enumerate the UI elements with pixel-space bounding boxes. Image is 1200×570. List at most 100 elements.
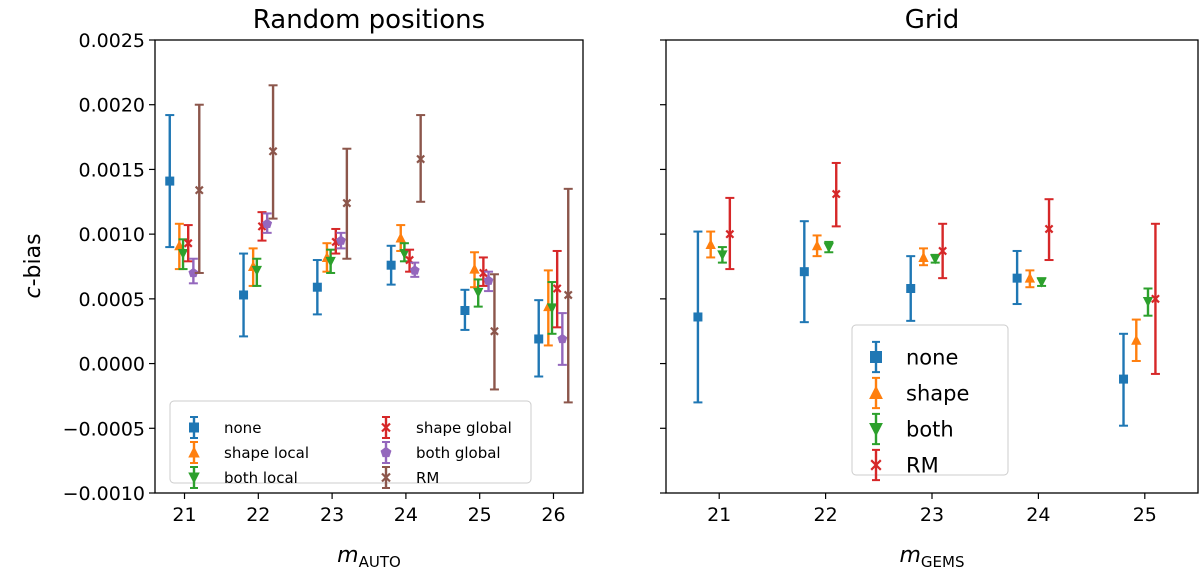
y-axis-label: c-bias [21, 233, 46, 298]
data-point [1036, 277, 1047, 288]
data-point [534, 334, 544, 344]
x-axis-label-left: mAUTO [337, 543, 401, 570]
data-point [239, 290, 249, 300]
legend-label: shape global [416, 419, 512, 437]
series-none [165, 114, 544, 378]
data-point [906, 284, 916, 294]
x-axis-label-left-main: m [337, 543, 358, 568]
plot-frame-left [154, 39, 584, 494]
data-point [479, 268, 488, 278]
legend-right: none shape both RM [851, 324, 1009, 482]
axis-ticks-right: 21 22 23 24 25 [660, 39, 1157, 526]
legend-label: both [906, 418, 954, 442]
data-point [717, 250, 728, 261]
series-none [693, 220, 1129, 427]
data-point [183, 238, 193, 248]
legend-entry-rm: RM [870, 448, 939, 482]
legend-entry-shape-global: shape global [381, 416, 512, 439]
data-point [705, 238, 716, 249]
y-axis-label-prefix: c [21, 286, 46, 298]
data-point [177, 249, 189, 260]
series-rm [194, 84, 573, 404]
legend-entry-rm: RM [381, 466, 439, 489]
data-point [546, 303, 558, 314]
x-tick-label: 26 [541, 504, 565, 526]
data-point [469, 263, 480, 274]
series-both-global [188, 212, 568, 366]
x-tick-label: 23 [320, 504, 344, 526]
legend-marker [188, 472, 200, 484]
legend-label: both global [416, 444, 501, 462]
plot-frame-right [665, 39, 1199, 494]
data-point [831, 189, 841, 199]
data-point [483, 275, 494, 285]
legend-marker [188, 446, 200, 458]
data-point [725, 229, 735, 239]
data-point [938, 246, 948, 256]
legend-marker [189, 422, 199, 433]
legend-marker [869, 423, 883, 437]
legend-label: RM [416, 469, 439, 487]
data-point [811, 240, 823, 251]
y-tick-label: 0.0025 [79, 30, 145, 52]
series-shape-global [183, 211, 562, 329]
data-point [416, 154, 426, 164]
legend-label: shape local [224, 444, 309, 462]
x-axis-label-right-main: m [899, 543, 920, 568]
data-point [409, 265, 420, 275]
x-axis-label-right-sub: GEMS [921, 553, 965, 570]
data-point [386, 260, 396, 270]
data-marks-left [165, 84, 573, 404]
data-point [165, 176, 175, 186]
legend-marker [870, 459, 882, 471]
legend-entry-shape: shape [869, 376, 969, 410]
legend-label: none [906, 346, 958, 370]
x-tick-label: 25 [468, 504, 492, 526]
legend-entry-both-global: both global [380, 441, 501, 464]
y-tick-label: 0.0015 [79, 159, 145, 181]
data-point [563, 290, 573, 300]
x-axis-label-left-sub: AUTO [359, 553, 401, 570]
random-positions-title: Random positions [253, 5, 485, 35]
y-tick-label: −0.0010 [63, 483, 145, 505]
x-tick-label: 23 [920, 504, 944, 526]
data-point [799, 267, 809, 277]
data-point [460, 306, 470, 316]
x-axis-label-right: mGEMS [899, 543, 964, 570]
legend-entry-none: none [870, 340, 958, 374]
series-rm [725, 161, 1160, 375]
data-point [557, 333, 568, 344]
legend-marker [380, 446, 392, 458]
data-point [552, 284, 562, 293]
legend-entry-both-local: both local [188, 466, 298, 489]
data-point [399, 249, 410, 260]
x-tick-label: 24 [1026, 504, 1050, 526]
data-point [1119, 374, 1129, 384]
y-tick-label: 0.0020 [79, 95, 145, 117]
random-positions-panel: Random positions c-bias mAUTO 0.0025 0.00… [21, 5, 584, 570]
data-point [194, 185, 204, 195]
data-point [1044, 224, 1054, 234]
data-point [188, 267, 199, 278]
legend-marker [381, 422, 391, 433]
y-axis-label-suffix: -bias [21, 233, 46, 286]
data-point [1151, 294, 1160, 304]
legend-box [169, 400, 532, 484]
series-shape-local [174, 222, 554, 347]
data-point [395, 232, 406, 243]
data-point [1024, 272, 1036, 283]
series-both [717, 240, 1154, 317]
x-tick-label: 24 [394, 504, 418, 526]
legend-label: none [224, 419, 261, 437]
legend-marker [381, 472, 391, 483]
x-tick-label: 22 [814, 504, 838, 526]
series-both-local [177, 238, 558, 335]
y-tick-label: 0.0000 [79, 354, 145, 376]
data-point [262, 218, 273, 228]
y-tick-label: 0.0005 [79, 289, 145, 311]
legend-marker [870, 351, 882, 363]
data-point [268, 146, 278, 156]
legend-entry-none: none [189, 416, 261, 439]
x-tick-label: 22 [246, 504, 270, 526]
